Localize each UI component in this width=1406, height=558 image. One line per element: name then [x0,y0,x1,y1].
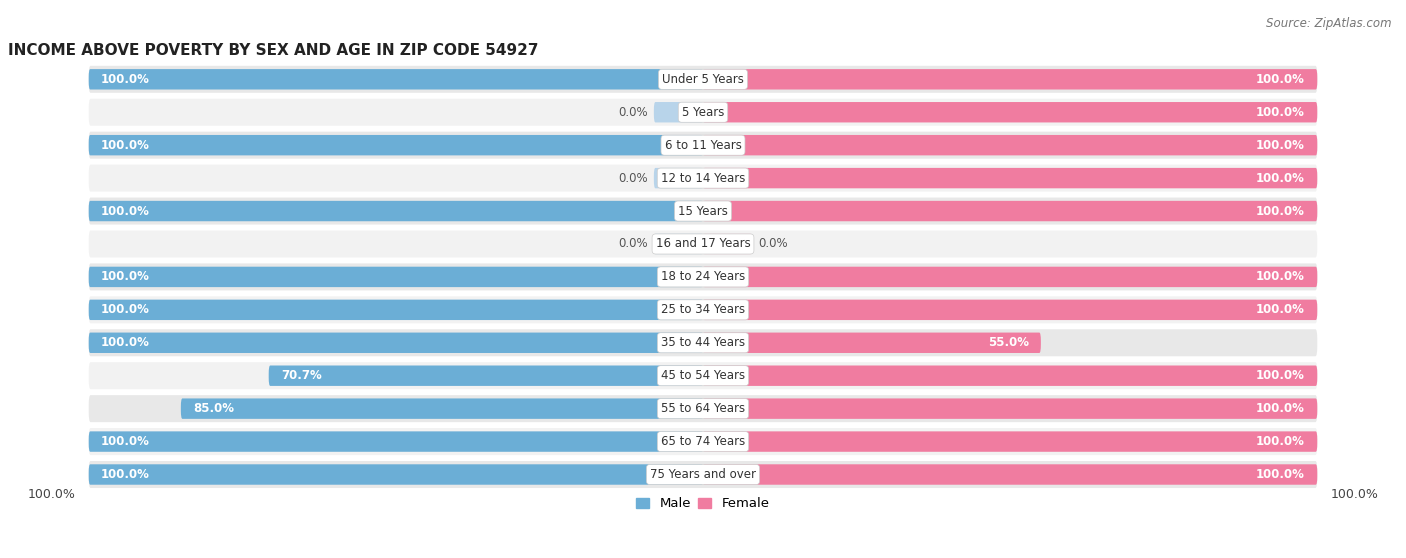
FancyBboxPatch shape [703,102,1317,122]
FancyBboxPatch shape [89,461,1317,488]
Text: 6 to 11 Years: 6 to 11 Years [665,139,741,152]
FancyBboxPatch shape [703,365,1317,386]
Text: 25 to 34 Years: 25 to 34 Years [661,304,745,316]
FancyBboxPatch shape [703,267,1317,287]
Text: 100.0%: 100.0% [101,73,150,86]
Text: 75 Years and over: 75 Years and over [650,468,756,481]
FancyBboxPatch shape [89,267,703,287]
FancyBboxPatch shape [89,333,703,353]
FancyBboxPatch shape [654,102,703,122]
FancyBboxPatch shape [703,135,1317,155]
Text: 45 to 54 Years: 45 to 54 Years [661,369,745,382]
FancyBboxPatch shape [703,168,1317,188]
Text: 12 to 14 Years: 12 to 14 Years [661,172,745,185]
Text: INCOME ABOVE POVERTY BY SEX AND AGE IN ZIP CODE 54927: INCOME ABOVE POVERTY BY SEX AND AGE IN Z… [8,43,538,58]
Text: 100.0%: 100.0% [1256,271,1305,283]
Text: 0.0%: 0.0% [619,238,648,251]
FancyBboxPatch shape [89,300,703,320]
FancyBboxPatch shape [89,66,1317,93]
Text: 100.0%: 100.0% [101,271,150,283]
FancyBboxPatch shape [703,464,1317,485]
Text: Under 5 Years: Under 5 Years [662,73,744,86]
FancyBboxPatch shape [703,234,752,254]
Text: 100.0%: 100.0% [1256,402,1305,415]
Text: 100.0%: 100.0% [101,468,150,481]
FancyBboxPatch shape [89,99,1317,126]
FancyBboxPatch shape [89,296,1317,323]
FancyBboxPatch shape [703,398,1317,419]
FancyBboxPatch shape [89,362,1317,389]
Text: 100.0%: 100.0% [1256,172,1305,185]
FancyBboxPatch shape [89,428,1317,455]
FancyBboxPatch shape [89,395,1317,422]
Legend: Male, Female: Male, Female [631,492,775,516]
Text: 55.0%: 55.0% [987,336,1029,349]
Text: 16 and 17 Years: 16 and 17 Years [655,238,751,251]
Text: 100.0%: 100.0% [1256,435,1305,448]
FancyBboxPatch shape [703,201,1317,222]
FancyBboxPatch shape [89,165,1317,191]
Text: 55 to 64 Years: 55 to 64 Years [661,402,745,415]
FancyBboxPatch shape [654,234,703,254]
FancyBboxPatch shape [89,431,703,452]
Text: 85.0%: 85.0% [193,402,235,415]
Text: 100.0%: 100.0% [1256,468,1305,481]
FancyBboxPatch shape [89,132,1317,158]
Text: 100.0%: 100.0% [1256,369,1305,382]
FancyBboxPatch shape [703,300,1317,320]
Text: 0.0%: 0.0% [619,172,648,185]
Text: 18 to 24 Years: 18 to 24 Years [661,271,745,283]
Text: 100.0%: 100.0% [1331,488,1379,501]
FancyBboxPatch shape [89,198,1317,224]
Text: 5 Years: 5 Years [682,105,724,119]
FancyBboxPatch shape [89,201,703,222]
Text: 100.0%: 100.0% [1256,105,1305,119]
Text: 100.0%: 100.0% [101,435,150,448]
FancyBboxPatch shape [703,69,1317,89]
Text: 100.0%: 100.0% [101,304,150,316]
Text: 70.7%: 70.7% [281,369,322,382]
Text: Source: ZipAtlas.com: Source: ZipAtlas.com [1267,17,1392,30]
Text: 100.0%: 100.0% [1256,304,1305,316]
FancyBboxPatch shape [654,168,703,188]
FancyBboxPatch shape [89,263,1317,290]
Text: 100.0%: 100.0% [101,336,150,349]
Text: 0.0%: 0.0% [619,105,648,119]
FancyBboxPatch shape [269,365,703,386]
Text: 100.0%: 100.0% [1256,73,1305,86]
Text: 15 Years: 15 Years [678,205,728,218]
FancyBboxPatch shape [703,431,1317,452]
Text: 65 to 74 Years: 65 to 74 Years [661,435,745,448]
Text: 35 to 44 Years: 35 to 44 Years [661,336,745,349]
Text: 100.0%: 100.0% [101,205,150,218]
FancyBboxPatch shape [703,333,1040,353]
FancyBboxPatch shape [89,135,703,155]
Text: 100.0%: 100.0% [1256,205,1305,218]
Text: 0.0%: 0.0% [758,238,787,251]
FancyBboxPatch shape [181,398,703,419]
FancyBboxPatch shape [89,69,703,89]
Text: 100.0%: 100.0% [27,488,75,501]
Text: 100.0%: 100.0% [1256,139,1305,152]
FancyBboxPatch shape [89,464,703,485]
FancyBboxPatch shape [89,230,1317,257]
FancyBboxPatch shape [89,329,1317,356]
Text: 100.0%: 100.0% [101,139,150,152]
